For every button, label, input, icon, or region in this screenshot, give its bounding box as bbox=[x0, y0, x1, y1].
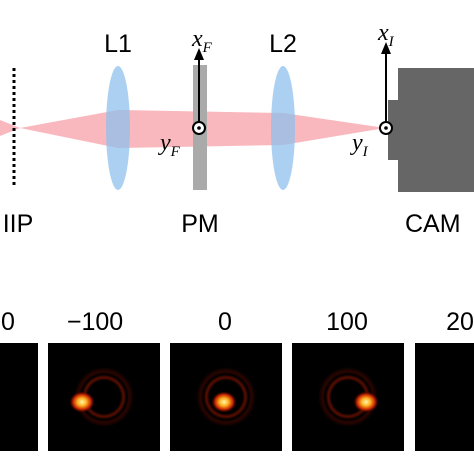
label: L2 bbox=[269, 30, 297, 58]
lens bbox=[106, 66, 130, 190]
arrow-head bbox=[194, 48, 204, 60]
spot bbox=[211, 391, 237, 413]
axis-label: xF bbox=[191, 26, 213, 56]
label: CAM bbox=[405, 210, 461, 238]
panel-label: 0 bbox=[1, 308, 15, 336]
panel-label: 100 bbox=[326, 308, 368, 336]
label: L1 bbox=[104, 30, 132, 58]
panel-label: 0 bbox=[218, 308, 232, 336]
arrow-head bbox=[381, 42, 391, 54]
axis-dot bbox=[197, 126, 201, 130]
axis-sub: F bbox=[170, 144, 181, 160]
ring bbox=[74, 367, 134, 427]
panel-label: −100 bbox=[67, 308, 123, 336]
axis-base: x bbox=[191, 26, 203, 52]
camera bbox=[388, 100, 400, 160]
axis-base: y bbox=[158, 130, 171, 156]
axis-label: yF bbox=[158, 130, 181, 160]
axis-base: x bbox=[377, 20, 389, 46]
axis-label: xI bbox=[377, 20, 395, 50]
axis-sub: F bbox=[202, 40, 213, 56]
axis-dot bbox=[384, 126, 388, 130]
axis-base: y bbox=[350, 130, 363, 156]
axis-sub: I bbox=[362, 144, 369, 160]
axis-sub: I bbox=[388, 34, 395, 50]
panel-image bbox=[0, 343, 38, 451]
label: IIP bbox=[3, 210, 34, 238]
label: PM bbox=[181, 210, 219, 238]
panel-image bbox=[415, 343, 474, 451]
spot bbox=[69, 391, 95, 413]
spot bbox=[353, 391, 379, 413]
camera bbox=[398, 68, 474, 192]
panel-label: 20 bbox=[446, 308, 474, 336]
axis-label: yI bbox=[350, 130, 369, 160]
panels: 0 −100 0 100 20 bbox=[0, 308, 474, 451]
beam bbox=[0, 120, 20, 136]
lens bbox=[271, 66, 295, 190]
